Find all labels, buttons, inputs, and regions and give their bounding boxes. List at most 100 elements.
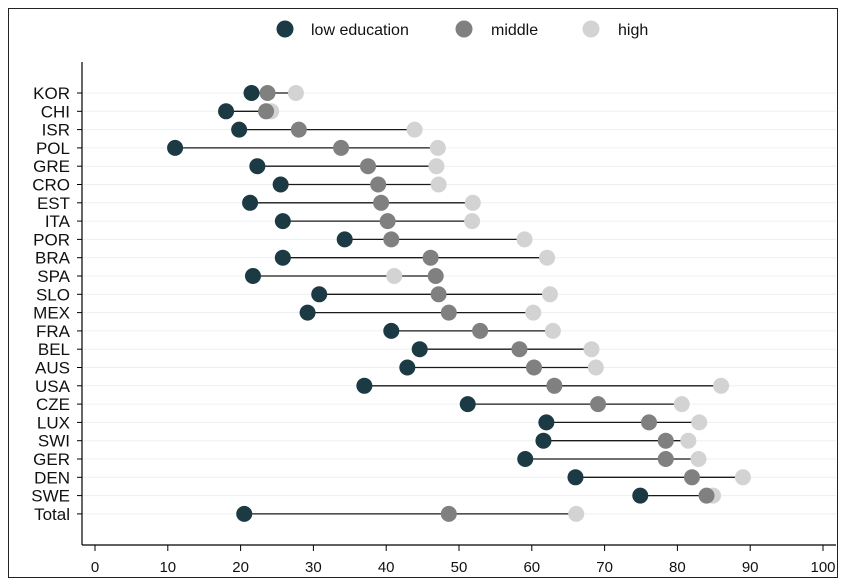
point (399, 359, 416, 376)
x-tick-label: 100 (810, 559, 835, 576)
point (535, 432, 552, 449)
y-tick-label: DEN (34, 468, 70, 487)
y-tick-label: FRA (36, 322, 71, 341)
y-tick-label: SLO (36, 285, 70, 304)
x-tick-label: 80 (669, 559, 686, 576)
y-tick-label: MEX (33, 304, 70, 323)
point (459, 396, 476, 413)
x-tick-label: 0 (91, 559, 99, 576)
x-tick-label: 40 (378, 559, 395, 576)
y-tick-label: POR (33, 230, 70, 249)
point (544, 322, 561, 339)
point (511, 341, 528, 358)
y-tick-label: SWI (38, 432, 70, 451)
y-tick-label: AUS (35, 359, 70, 378)
y-tick-label: POL (36, 139, 70, 158)
point (274, 213, 291, 230)
point (568, 505, 585, 522)
y-tick-label: CRO (32, 176, 70, 195)
point (538, 414, 555, 431)
point (641, 414, 658, 431)
point (231, 121, 248, 138)
y-tick-label: ITA (45, 212, 71, 231)
point (274, 249, 291, 266)
x-tick-label: 60 (523, 559, 540, 576)
point (290, 121, 307, 138)
point (464, 194, 481, 211)
point (258, 103, 275, 120)
x-tick-label: 10 (159, 559, 176, 576)
legend-label: low education (311, 22, 409, 39)
legend-marker (455, 20, 473, 38)
y-tick-label: LUX (37, 413, 70, 432)
point (336, 231, 353, 248)
data-points (167, 85, 751, 522)
range-lines (175, 92, 743, 515)
point (360, 158, 376, 175)
point (583, 341, 600, 358)
point (427, 268, 444, 284)
point (587, 359, 604, 376)
point (333, 139, 350, 156)
point (546, 377, 563, 394)
point (249, 158, 266, 175)
point (657, 451, 674, 467)
y-tick-label: BRA (35, 249, 71, 268)
y-tick-label: Total (34, 505, 70, 524)
point (379, 213, 396, 230)
legend-marker (582, 20, 600, 38)
point (691, 414, 708, 431)
y-tick-label: SWE (31, 487, 70, 506)
grid (83, 92, 836, 515)
point (680, 432, 697, 449)
point (517, 451, 534, 467)
x-tick-label: 30 (305, 559, 322, 576)
tick-labels: 0 10 20 30 40 50 60 70 80 90 100 KORCHIISRPOLGRECRO… (31, 84, 835, 576)
y-tick-label: SPA (37, 267, 70, 286)
point (542, 286, 558, 303)
y-tick-label: KOR (33, 84, 70, 103)
point (311, 286, 328, 303)
point (698, 487, 715, 504)
point (673, 396, 690, 413)
x-tick-label: 90 (742, 559, 759, 576)
point (516, 231, 533, 248)
point (422, 249, 439, 266)
y-tick-label: USA (35, 377, 71, 396)
y-tick-label: GER (33, 450, 70, 469)
point (272, 176, 289, 193)
point (386, 268, 403, 284)
x-tick-label: 50 (451, 559, 468, 576)
point (411, 341, 428, 358)
legend-label: middle (491, 22, 538, 39)
point (287, 85, 304, 101)
point (690, 451, 707, 467)
point (370, 176, 387, 193)
point (383, 231, 400, 248)
y-tick-label: EST (37, 194, 70, 213)
point (218, 103, 235, 120)
y-tick-label: GRE (33, 157, 70, 176)
point (632, 487, 649, 504)
point (429, 139, 446, 156)
legend-marker (276, 20, 294, 38)
point (356, 377, 373, 394)
chart-frame (8, 8, 838, 578)
point (236, 505, 253, 522)
point (440, 304, 457, 321)
point (525, 304, 542, 321)
point (430, 176, 447, 193)
point (539, 249, 556, 266)
point (525, 359, 542, 376)
point (406, 121, 423, 138)
y-tick-label: CZE (36, 395, 70, 414)
point (299, 304, 316, 321)
point (567, 469, 584, 486)
point (683, 469, 700, 486)
point (373, 194, 390, 211)
legend-label: high (618, 22, 648, 39)
point (734, 469, 751, 486)
point (472, 322, 489, 339)
